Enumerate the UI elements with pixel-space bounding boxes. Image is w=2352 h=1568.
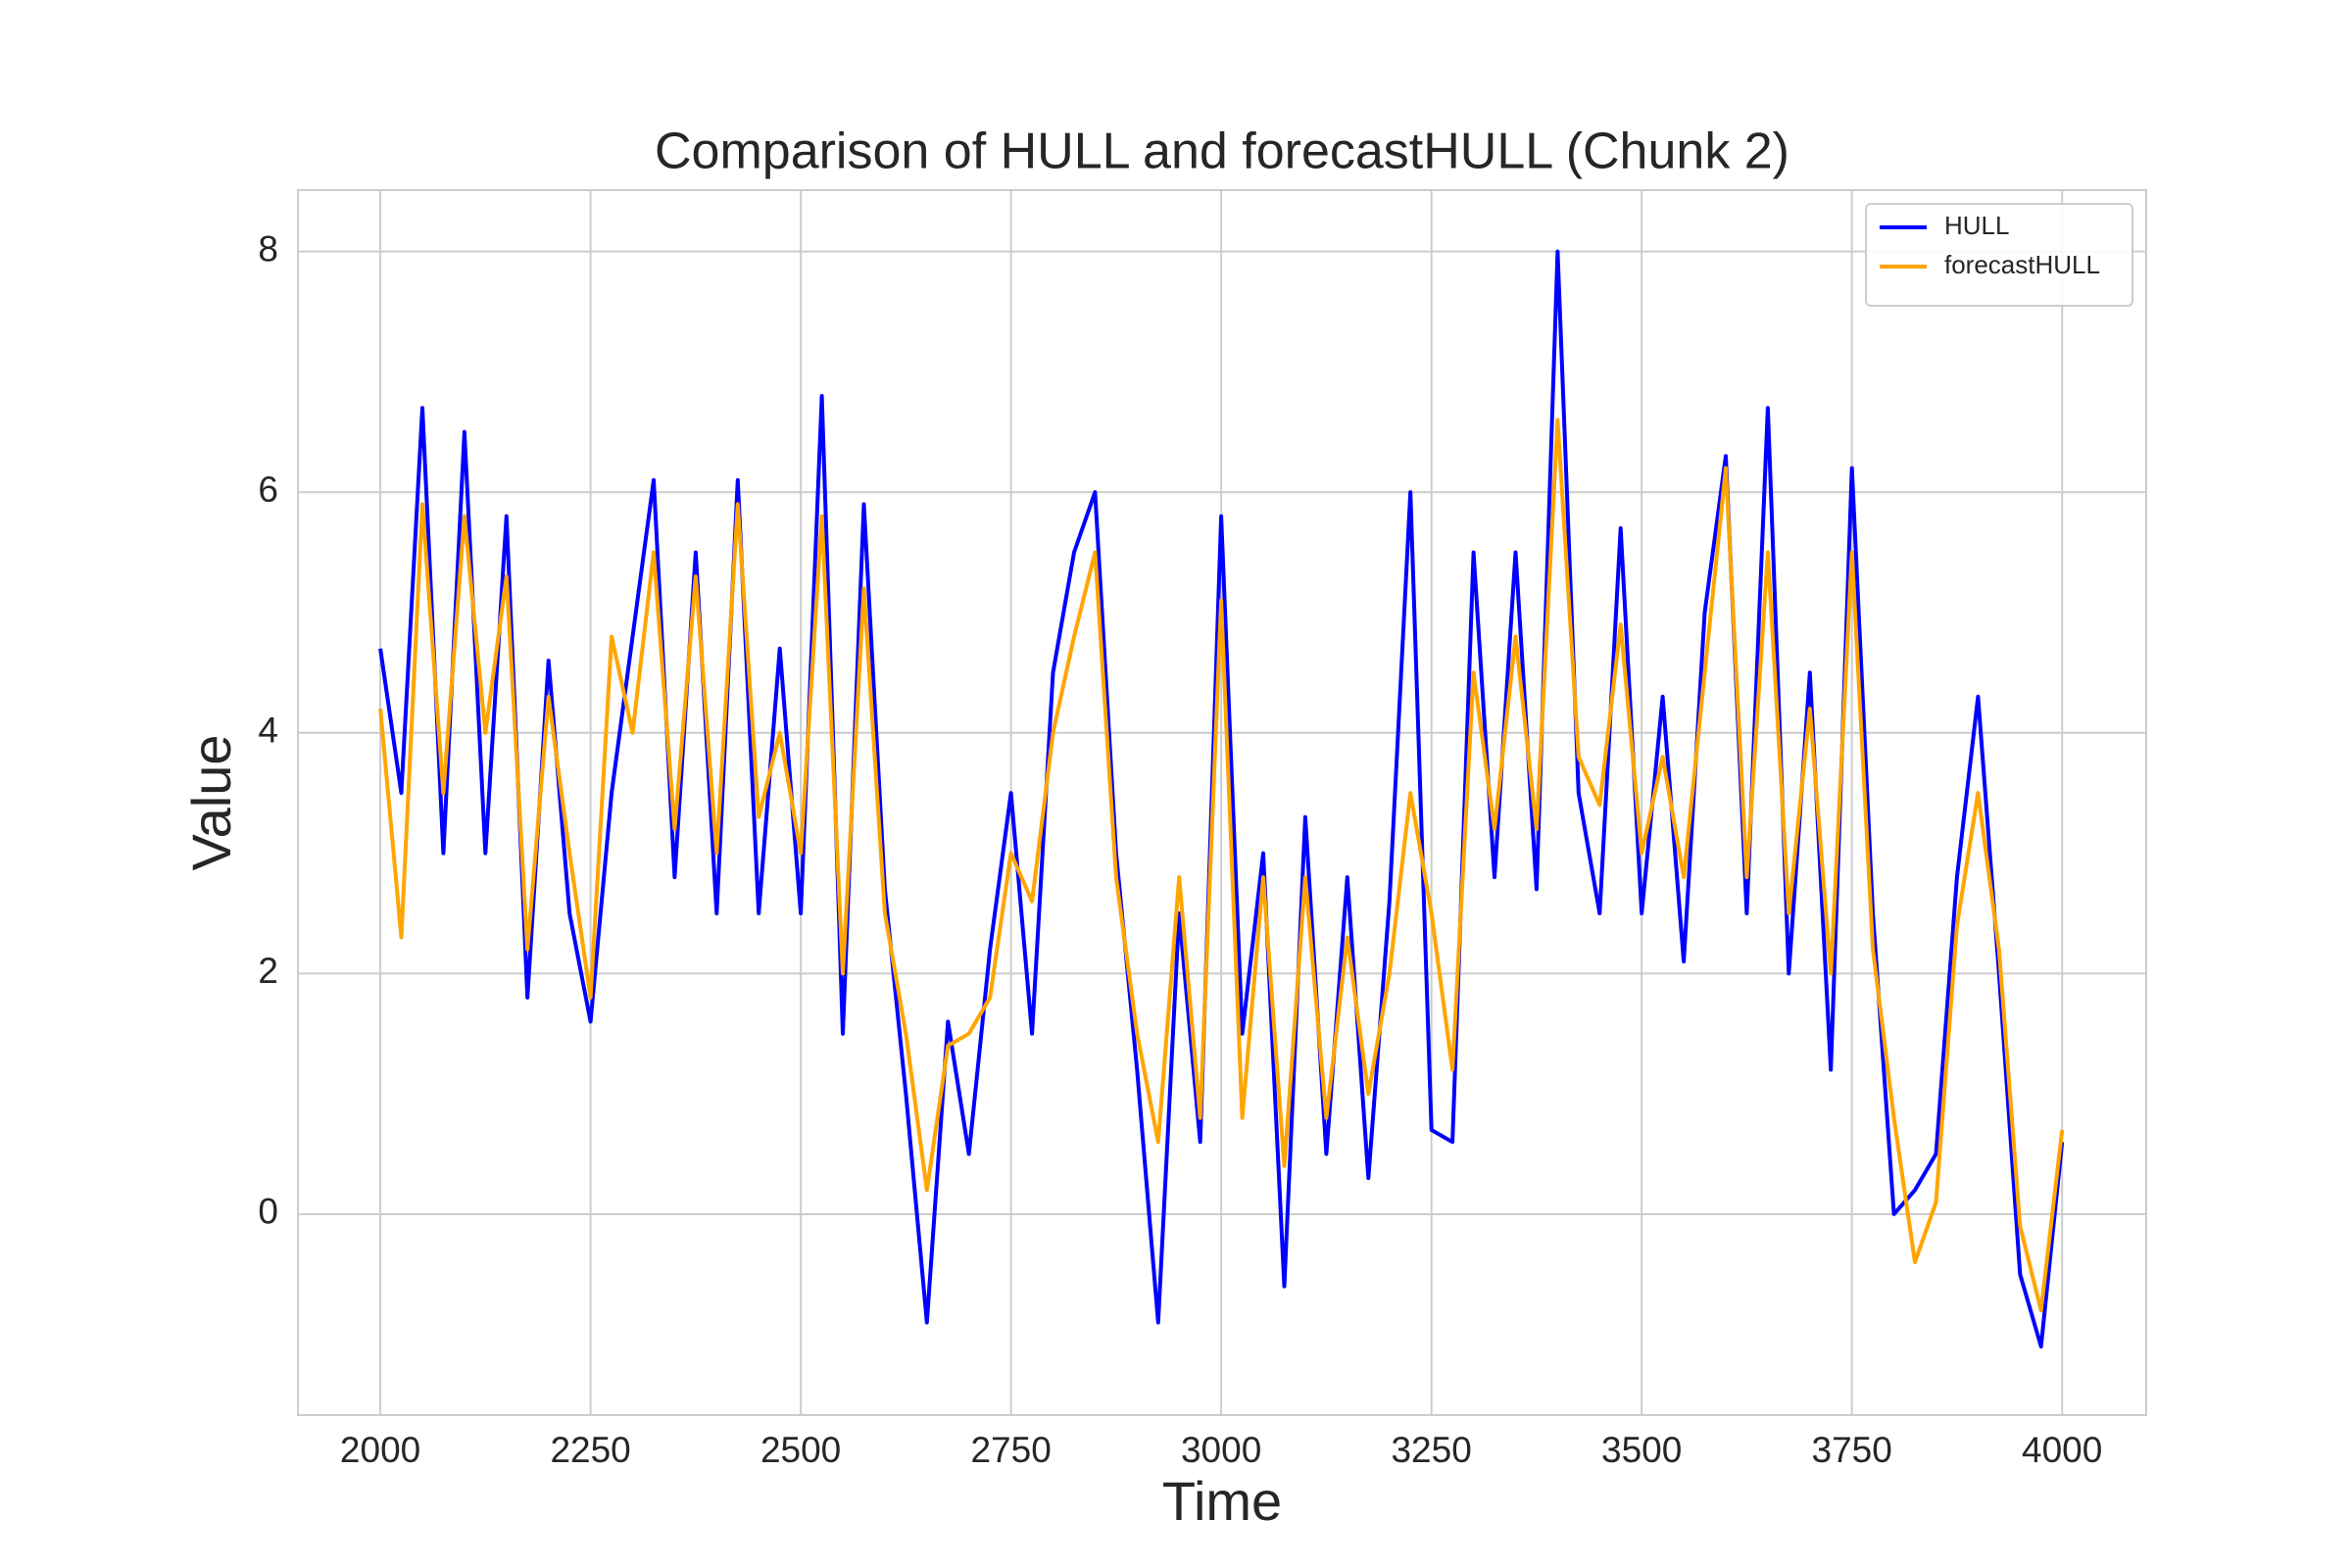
line-series: [378, 417, 2065, 1313]
y-tick-label: 4: [258, 710, 278, 751]
x-tick-label: 3000: [1181, 1430, 1261, 1470]
legend-label: forecastHULL: [1944, 250, 2100, 279]
legend-label: HULL: [1944, 211, 2009, 240]
y-tick-label: 0: [258, 1192, 278, 1232]
chart-title: Comparison of HULL and forecastHULL (Chu…: [655, 123, 1789, 180]
x-tick-label: 3500: [1601, 1430, 1682, 1470]
plot-frame: [297, 189, 2147, 1416]
x-tick-label: 2000: [340, 1430, 420, 1470]
y-tick-label: 8: [258, 228, 278, 269]
x-tick-label: 2250: [550, 1430, 630, 1470]
y-tick-label: 6: [258, 469, 278, 510]
y-tick-label: 2: [258, 951, 278, 991]
x-tick-label: 2750: [970, 1430, 1051, 1470]
y-axis-label: Value: [180, 734, 242, 870]
x-axis-label: Time: [1162, 1470, 1282, 1532]
x-tick-label: 4000: [2022, 1430, 2102, 1470]
legend-box: [1865, 203, 2133, 307]
x-tick-label: 3250: [1391, 1430, 1471, 1470]
x-tick-label: 2500: [760, 1430, 841, 1470]
x-tick-label: 3750: [1812, 1430, 1892, 1470]
